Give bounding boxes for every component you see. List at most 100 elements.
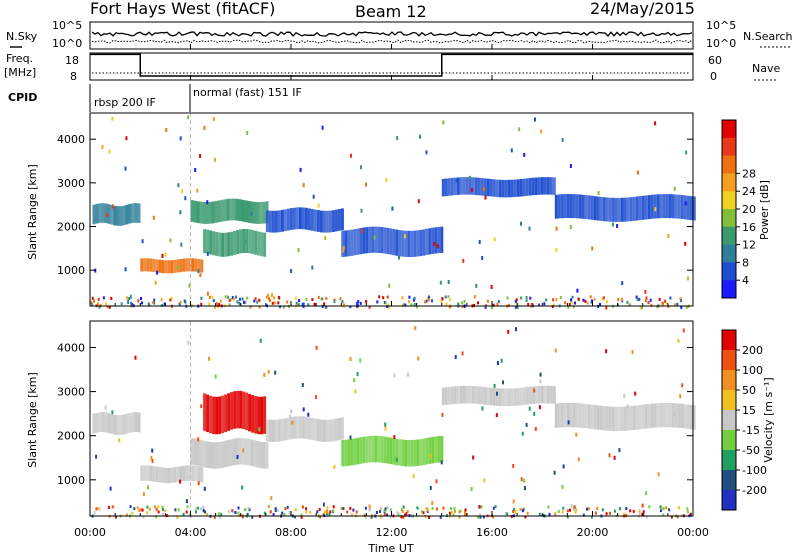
scatter-point	[300, 515, 303, 519]
echo-band-cell	[504, 179, 508, 198]
speckle-point	[681, 383, 684, 388]
speckle-point	[312, 194, 315, 199]
echo-band-cell	[289, 417, 293, 440]
scatter-point	[506, 512, 509, 516]
echo-band-cell	[437, 226, 441, 254]
echo-band-cell	[608, 406, 612, 431]
scatter-point	[504, 512, 507, 516]
speckle-point	[242, 448, 245, 453]
echo-band-cell	[224, 394, 228, 433]
speckle-point	[631, 350, 634, 355]
scatter-point	[396, 511, 399, 515]
echo-band-cell	[419, 439, 423, 466]
speckle-point	[687, 276, 689, 281]
echo-band-cell	[229, 198, 233, 221]
colorbar-tick-label: 15	[742, 404, 756, 417]
speckle-point	[125, 136, 128, 141]
speckle-point	[481, 256, 484, 260]
scatter-point	[286, 300, 289, 304]
scatter-point	[194, 507, 197, 511]
echo-band-cell	[453, 177, 457, 196]
speckle-point	[180, 242, 183, 247]
scatter-point	[435, 507, 438, 511]
scatter-point	[195, 510, 197, 514]
scatter-point	[555, 298, 558, 301]
scatter-point	[629, 509, 632, 513]
speckle-point	[393, 373, 396, 378]
echo-band-cell	[581, 403, 585, 428]
echo-band-cell	[522, 178, 526, 197]
speckle-point	[356, 303, 359, 308]
scatter-point	[566, 515, 569, 519]
speckle-point	[196, 188, 199, 193]
speckle-point	[151, 448, 154, 453]
echo-band-cell	[257, 231, 261, 256]
station-title: Fort Hays West (fitACF)	[90, 0, 275, 18]
echo-band-cell	[453, 386, 457, 404]
scatter-point	[256, 300, 259, 304]
scatter-point	[91, 302, 94, 306]
speckle-point	[462, 258, 465, 263]
scatter-point	[111, 505, 114, 509]
scatter-point	[649, 298, 652, 302]
echo-band-cell	[152, 466, 156, 482]
scatter-point	[449, 298, 452, 302]
speckle-point	[161, 253, 164, 258]
scatter-point	[670, 515, 673, 519]
scatter-point	[95, 507, 98, 511]
cpid-label: CPID	[8, 91, 37, 104]
colorbar-swatch	[722, 490, 736, 511]
scatter-point	[531, 303, 534, 306]
echo-band-cell	[389, 437, 393, 465]
echo-band-cell	[468, 177, 472, 195]
scatter-point	[349, 305, 352, 309]
echo-band-cell	[428, 228, 432, 255]
scatter-point	[464, 508, 467, 512]
scatter-point	[274, 301, 277, 305]
scatter-point	[236, 300, 239, 304]
echo-band-cell	[179, 259, 183, 273]
echo-band-cell	[125, 413, 129, 434]
echo-band-cell	[220, 199, 224, 222]
speckle-point	[393, 435, 396, 440]
speckle-point	[333, 464, 336, 469]
echo-band-cell	[380, 436, 384, 463]
scatter-point	[218, 303, 221, 306]
scatter-point	[325, 297, 328, 300]
scatter-point	[582, 298, 585, 302]
echo-band-cell	[356, 437, 360, 465]
scatter-point	[449, 511, 451, 515]
echo-band-cell	[359, 437, 363, 464]
echo-band-cell	[659, 194, 663, 219]
speckle-point	[605, 349, 608, 354]
scatter-point	[110, 296, 113, 300]
scatter-point	[386, 295, 389, 299]
speckle-point	[398, 255, 401, 260]
echo-band-cell	[328, 210, 332, 233]
scatter-point	[413, 303, 416, 306]
echo-band-cell	[653, 403, 657, 428]
scatter-point	[281, 511, 284, 515]
echo-band-cell	[137, 412, 141, 433]
echo-band-cell	[265, 210, 269, 233]
speckle-point	[608, 453, 611, 458]
speckle-point	[425, 150, 428, 155]
speckle-point	[577, 457, 580, 462]
scatter-point	[679, 297, 682, 301]
speckle-point	[454, 355, 457, 360]
echo-band-cell	[689, 196, 693, 221]
echo-band-cell	[256, 202, 260, 224]
echo-band-cell	[161, 260, 165, 274]
echo-band-cell	[259, 202, 263, 224]
speckle-point	[263, 372, 266, 377]
echo-band-cell	[295, 416, 299, 439]
y-tick-label: 2000	[57, 221, 85, 234]
speckle-point	[429, 454, 432, 459]
scatter-point	[567, 305, 570, 309]
scatter-point	[573, 507, 575, 511]
scatter-point	[243, 301, 246, 305]
scatter-point	[680, 305, 683, 309]
speckle-point	[267, 293, 269, 298]
scatter-point	[645, 296, 648, 300]
echo-band-cell	[245, 392, 249, 431]
